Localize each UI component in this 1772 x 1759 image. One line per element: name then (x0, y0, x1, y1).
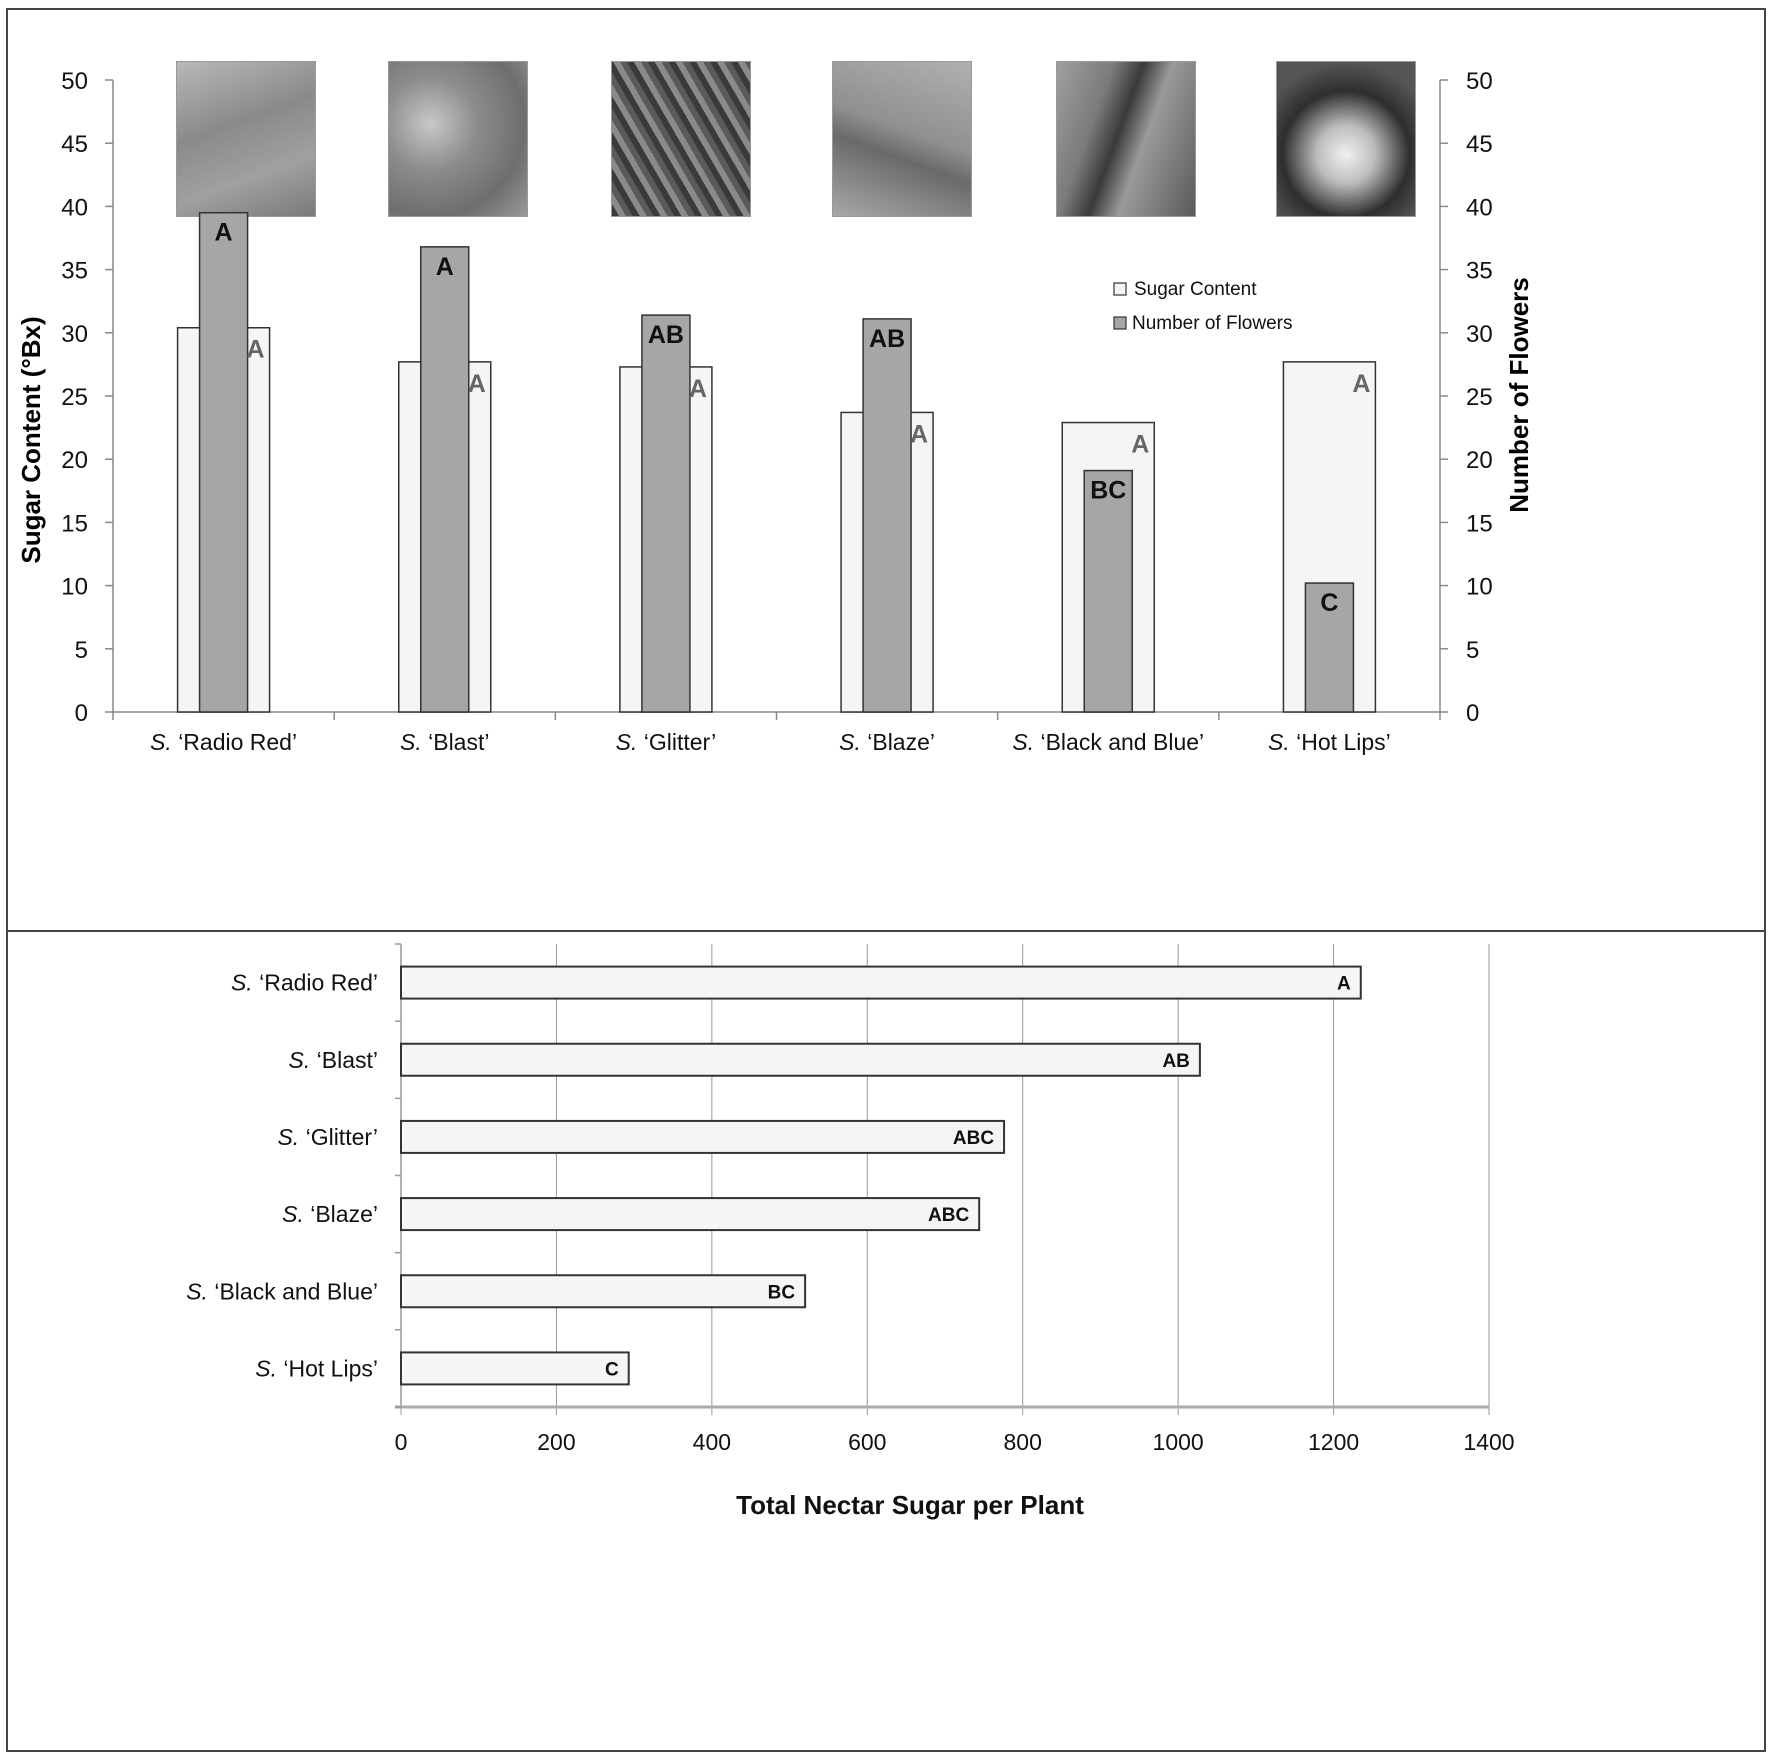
y2-tick-label: 5 (1466, 637, 1479, 664)
significance-letter: BC (768, 1282, 796, 1303)
y2-tick-label: 10 (1466, 574, 1493, 601)
category-label: S. ‘Blast’ (289, 1047, 378, 1073)
legend-label-sugar: Sugar Content (1134, 279, 1257, 300)
category-label: S. ‘Hot Lips’ (255, 1355, 378, 1381)
nectar-sugar-bar (400, 1351, 630, 1386)
flowers-significance-letter: BC (1090, 477, 1126, 505)
y2-tick-label: 15 (1466, 510, 1493, 537)
y-tick-label: 10 (61, 574, 88, 601)
number-of-flowers-bar (641, 314, 691, 713)
x-tick-label: 600 (848, 1429, 886, 1455)
number-of-flowers-bar (1304, 582, 1355, 713)
nectar-sugar-bar (400, 1197, 981, 1232)
category-label: S. ‘Black and Blue’ (1012, 729, 1204, 755)
sugar-significance-letter: A (1131, 431, 1149, 459)
y-tick-label: 30 (61, 321, 88, 348)
y2-axis-title: Number of Flowers (1504, 277, 1534, 512)
y-tick-label: 5 (75, 637, 88, 664)
legend-swatch-sugar (1113, 282, 1127, 296)
y2-tick-label: 20 (1466, 447, 1493, 474)
y2-tick-label: 0 (1466, 700, 1479, 727)
flowers-significance-letter: A (215, 219, 233, 247)
bottom-chart: 0 200 400 600 800 1000 1200 1400 A S. ‘Radio Red’… (186, 943, 1515, 1520)
y2-tick-label: 40 (1466, 194, 1493, 221)
x-tick-label: 1400 (1463, 1429, 1514, 1455)
y2-tick-label: 25 (1466, 384, 1493, 411)
y-tick-label: 15 (61, 510, 88, 537)
legend-swatch-flowers (1113, 316, 1127, 330)
category-label: S. ‘Blast’ (400, 729, 489, 755)
y2-tick-label: 30 (1466, 321, 1493, 348)
nectar-sugar-bar (400, 1274, 807, 1309)
y-tick-label: 40 (61, 194, 88, 221)
y-tick-label: 20 (61, 447, 88, 474)
category-label: S. ‘Blaze’ (839, 729, 935, 755)
x-tick-label: 400 (693, 1429, 731, 1455)
flower-photo-glitter (611, 61, 751, 217)
y-axis-title: Sugar Content (°Bx) (16, 316, 46, 563)
sugar-significance-letter: A (689, 375, 707, 403)
y-tick-label: 50 (61, 68, 88, 95)
x-axis-title: Total Nectar Sugar per Plant (736, 1490, 1084, 1520)
y-tick-label: 0 (75, 700, 88, 727)
y-tick-label: 35 (61, 258, 88, 285)
number-of-flowers-bar (420, 246, 470, 713)
category-label: S. ‘Glitter’ (277, 1124, 378, 1150)
category-label: S. ‘Radio Red’ (150, 729, 297, 755)
significance-letter: C (605, 1359, 619, 1380)
y-tick-label: 45 (61, 131, 88, 158)
flowers-significance-letter: AB (648, 321, 684, 349)
flower-photo-black-and-blue (1056, 61, 1196, 217)
x-tick-label: 1200 (1308, 1429, 1359, 1455)
sugar-significance-letter: A (910, 420, 928, 448)
nectar-sugar-bar (400, 965, 1362, 1000)
flower-photo-blast (388, 61, 528, 217)
x-tick-label: 800 (1004, 1429, 1042, 1455)
significance-letter: AB (1162, 1051, 1189, 1072)
x-tick-label: 0 (395, 1429, 408, 1455)
y2-tick-label: 45 (1466, 131, 1493, 158)
flowers-significance-letter: AB (869, 325, 905, 353)
category-label: S. ‘Radio Red’ (231, 970, 378, 996)
category-label: S. ‘Hot Lips’ (1268, 729, 1391, 755)
nectar-sugar-bar (400, 1042, 1201, 1077)
number-of-flowers-bar (1083, 469, 1133, 713)
flower-photo-hot-lips (1276, 61, 1416, 217)
x-tick-label: 200 (537, 1429, 575, 1455)
significance-letter: A (1337, 974, 1351, 995)
significance-letter: ABC (928, 1205, 969, 1226)
top-chart: 0 0 5 5 10 10 15 15 20 20 25 25 30 30 35 35 40 40 45 45 50 50… (16, 68, 1534, 755)
category-label: S. ‘Glitter’ (616, 729, 717, 755)
category-label: S. ‘Black and Blue’ (186, 1278, 378, 1304)
y2-tick-label: 50 (1466, 68, 1493, 95)
x-tick-label: 1000 (1153, 1429, 1204, 1455)
category-label: S. ‘Blaze’ (282, 1201, 378, 1227)
flower-photo-blaze (832, 61, 972, 217)
sugar-significance-letter: A (247, 336, 265, 364)
y2-tick-label: 35 (1466, 258, 1493, 285)
flowers-significance-letter: C (1320, 589, 1338, 617)
significance-letter: ABC (953, 1128, 994, 1149)
legend-label-flowers: Number of Flowers (1132, 313, 1293, 334)
nectar-sugar-bar (400, 1119, 1006, 1154)
number-of-flowers-bar (862, 318, 912, 713)
flowers-significance-letter: A (436, 253, 454, 281)
sugar-significance-letter: A (468, 370, 486, 398)
number-of-flowers-bar (198, 211, 249, 713)
sugar-significance-letter: A (1352, 370, 1370, 398)
y-tick-label: 25 (61, 384, 88, 411)
